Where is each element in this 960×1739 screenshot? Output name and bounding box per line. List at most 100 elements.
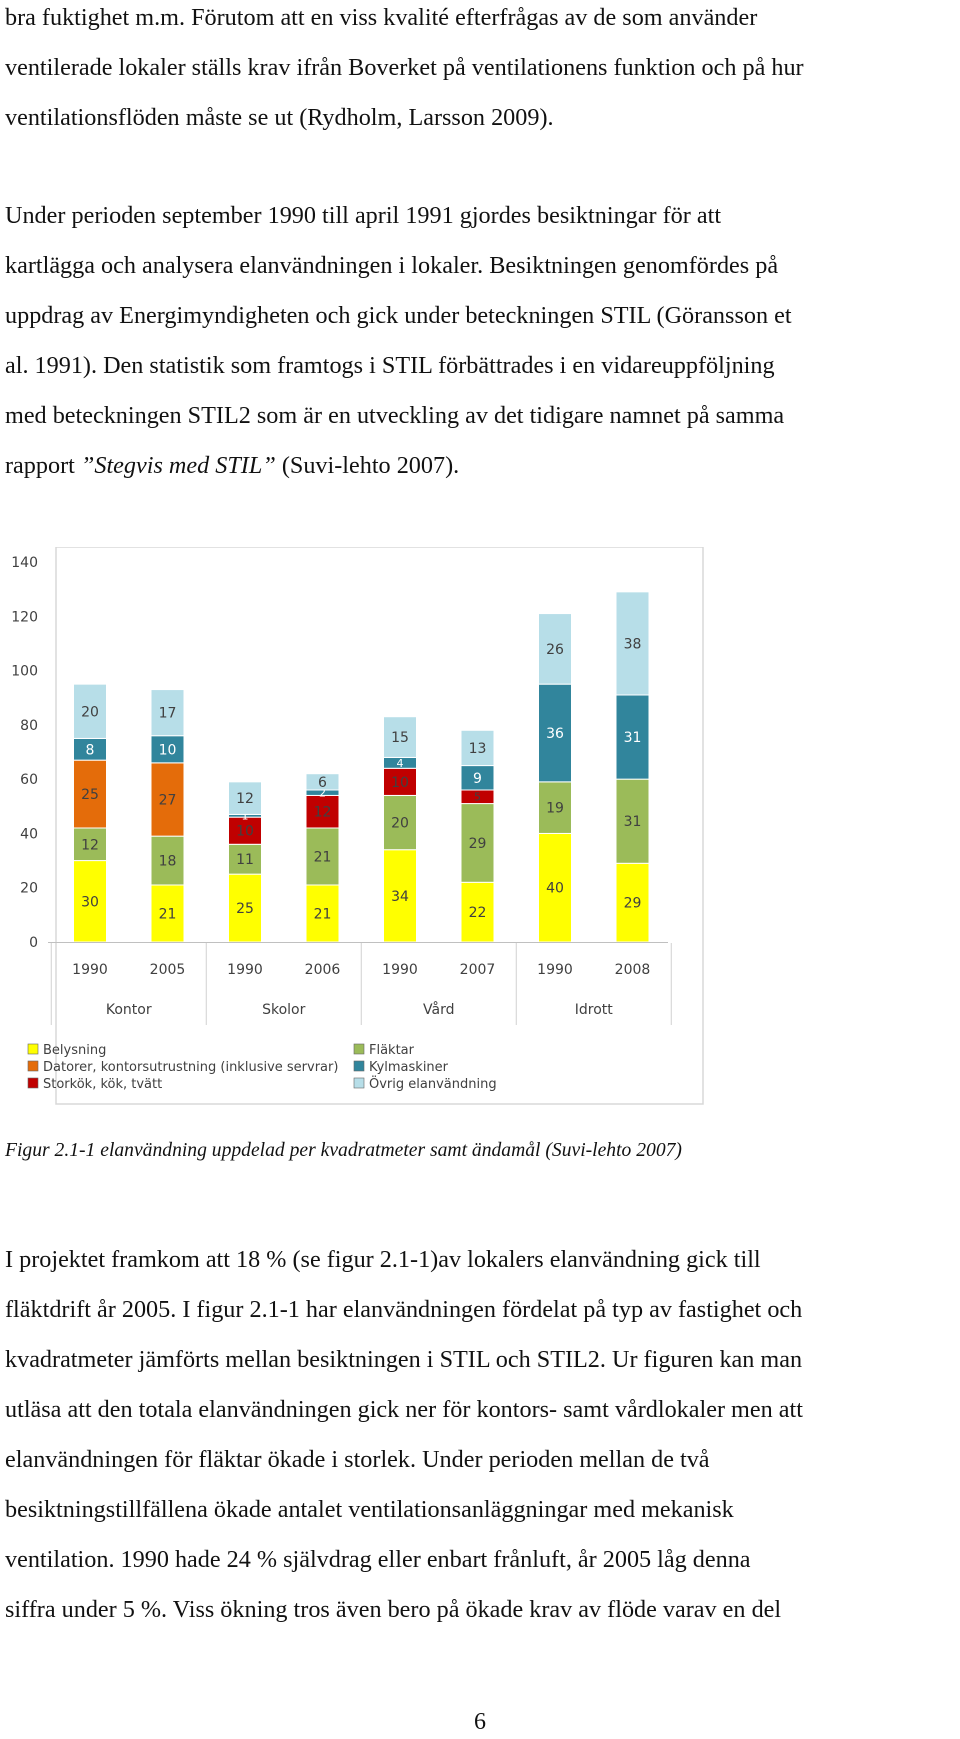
data-label: 25 <box>81 787 99 803</box>
legend-label: Belysning <box>43 1043 106 1058</box>
bar-segment <box>150 762 185 837</box>
bar-segment <box>228 781 262 815</box>
legend-label: Kylmaskiner <box>369 1060 449 1075</box>
data-label: 38 <box>624 636 642 652</box>
bar-segment <box>150 884 185 943</box>
x-tick-label: 2008 <box>615 962 651 978</box>
data-label: 34 <box>391 889 409 905</box>
legend-swatch <box>27 1060 39 1072</box>
data-label: 36 <box>546 726 564 742</box>
data-label: 10 <box>159 742 177 758</box>
data-label: 10 <box>236 824 254 840</box>
figure-caption: Figur 2.1-1 elanvändning uppdelad per kv… <box>5 1140 682 1161</box>
legend-swatch <box>353 1043 365 1055</box>
bar-segment <box>73 827 107 862</box>
bar-segment <box>538 781 572 834</box>
data-label: 22 <box>469 905 487 921</box>
data-label: 12 <box>314 805 332 821</box>
data-label: 12 <box>236 791 254 807</box>
y-tick-label: 20 <box>20 881 38 897</box>
bar-segment <box>150 835 185 886</box>
legend-label: Datorer, kontorsutrustning (inklusive se… <box>43 1060 338 1075</box>
text-line: I projektet framkom att 18 % (se figur 2… <box>5 1246 761 1273</box>
data-label: 9 <box>473 771 482 787</box>
data-label: 17 <box>159 706 177 722</box>
text-line: ventilerade lokaler ställs krav ifrån Bo… <box>5 54 804 81</box>
y-tick-label: 0 <box>29 935 38 951</box>
y-tick-label: 140 <box>11 555 38 571</box>
x-tick-label: 1990 <box>382 962 418 978</box>
text-line: kartlägga och analysera elanvändningen i… <box>5 252 779 279</box>
data-label: 20 <box>391 816 409 832</box>
data-label: 30 <box>81 894 99 910</box>
data-label: 31 <box>624 730 642 746</box>
data-label: 15 <box>391 730 409 746</box>
text-line: bra fuktighet m.m. Förutom att en viss k… <box>5 4 758 31</box>
bar-segment <box>228 843 262 875</box>
x-tick-label: 2006 <box>305 962 341 978</box>
legend-swatch <box>353 1060 365 1072</box>
bar-segment <box>538 683 572 783</box>
data-label: 19 <box>546 801 564 817</box>
bar-segment <box>460 803 495 883</box>
paragraph-intro: bra fuktighet m.m. Förutom att en viss k… <box>5 0 960 143</box>
group-label: Skolor <box>262 1002 306 1018</box>
text-line: ventilationsflöden måste se ut (Rydholm,… <box>5 104 554 131</box>
page-number: 6 <box>474 1709 486 1735</box>
x-tick-label: 1990 <box>227 962 263 978</box>
data-label: 31 <box>624 814 642 830</box>
y-tick-label: 120 <box>11 609 38 625</box>
data-label: 21 <box>314 850 332 866</box>
data-label: 21 <box>314 907 332 923</box>
bar-segment <box>305 773 340 791</box>
bar-segment <box>383 794 417 851</box>
bar-segment <box>150 735 185 764</box>
data-label: 20 <box>81 704 99 720</box>
legend-swatch <box>27 1077 39 1089</box>
bar-segment <box>305 827 340 886</box>
data-label: 40 <box>546 881 564 897</box>
group-label: Idrott <box>575 1002 614 1018</box>
bar-segment <box>150 689 185 737</box>
report-title: ”Stegvis med STIL” <box>80 452 276 479</box>
bar-segment <box>538 613 572 685</box>
y-tick-label: 40 <box>20 826 38 842</box>
data-label: 29 <box>624 896 642 912</box>
chart-frame <box>55 547 704 1105</box>
bar-segment <box>383 716 417 758</box>
data-label: 11 <box>236 852 254 868</box>
text-line: kvadratmeter jämförts mellan besiktninge… <box>5 1346 803 1373</box>
x-tick-label: 2007 <box>460 962 496 978</box>
text-line: utläsa att den totala elanvändningen gic… <box>5 1396 803 1423</box>
text-line: siffra under 5 %. Viss ökning tros även … <box>5 1596 782 1623</box>
legend-label: Övrig elanvändning <box>369 1075 497 1092</box>
x-tick-label: 1990 <box>72 962 108 978</box>
y-tick-label: 60 <box>20 772 38 788</box>
legend-swatch <box>27 1043 39 1055</box>
bar-segment <box>305 884 340 943</box>
x-tick-label: 2005 <box>150 962 186 978</box>
text-segment: (Suvi-lehto 2007). <box>275 452 460 479</box>
legend-label: Storkök, kök, tvätt <box>43 1077 162 1092</box>
bar-segment <box>460 729 495 767</box>
paragraph-results: I projektet framkom att 18 % (se figur 2… <box>5 1235 960 1635</box>
energy-use-chart: 0 20 40 60 80 100 120 140 30 12 25 8 20 1990 21 18 27 10 1… <box>8 547 704 1105</box>
legend-swatch <box>353 1077 365 1089</box>
data-label: 2 <box>319 787 326 800</box>
y-tick-label: 100 <box>11 664 38 680</box>
text-line: med beteckningen STIL2 som är en utveckl… <box>5 402 785 429</box>
data-label: 29 <box>469 836 487 852</box>
data-label: 12 <box>81 837 99 853</box>
data-label: 5 <box>474 791 481 804</box>
text-line: uppdrag av Energimyndigheten och gick un… <box>5 302 792 329</box>
data-label: 21 <box>159 907 177 923</box>
group-label: Vård <box>423 1001 454 1018</box>
text-line: ventilation. 1990 hade 24 % självdrag el… <box>5 1546 751 1573</box>
paragraph-stil: Under perioden september 1990 till april… <box>5 191 960 491</box>
y-tick-label: 80 <box>20 718 38 734</box>
text-line: al. 1991). Den statistik som framtogs i … <box>5 352 775 379</box>
data-label: 1 <box>242 810 249 823</box>
text-line: rapport ”Stegvis med STIL” (Suvi-lehto 2… <box>5 441 960 491</box>
data-label: 26 <box>546 642 564 658</box>
bar-segment <box>305 794 340 829</box>
